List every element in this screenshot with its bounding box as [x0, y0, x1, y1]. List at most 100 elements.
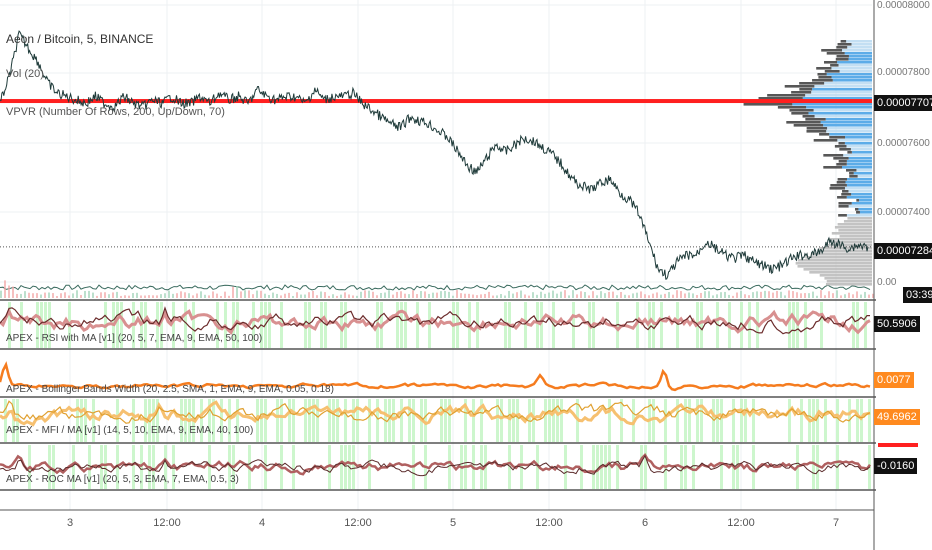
profile-bar [808, 112, 872, 115]
volume-bar [216, 293, 218, 298]
profile-bar [846, 214, 872, 217]
rsi-pane-title[interactable]: APEX - RSI with MA [v1] (20, 5, 7, EMA, … [6, 333, 263, 344]
profile-bar [827, 127, 872, 130]
profile-bar [848, 157, 872, 160]
volume-bar [556, 293, 558, 298]
volume-bar [504, 295, 506, 298]
profile-bar-down [849, 175, 858, 178]
volume-bar [152, 295, 154, 298]
signal-band [156, 399, 159, 442]
poc-level-line [0, 99, 872, 104]
signal-band [36, 302, 39, 348]
signal-band [716, 399, 719, 442]
volume-bar [856, 291, 858, 298]
profile-bar-down [819, 133, 830, 136]
signal-band [440, 399, 443, 442]
volume-bar [124, 295, 126, 298]
profile-bar [809, 271, 872, 274]
volume-bar [380, 292, 382, 298]
signal-band [424, 399, 427, 442]
volume-bar [416, 294, 418, 298]
roc-pane-title[interactable]: APEX - ROC MA [v1] (20, 5, 3, EMA, 7, EM… [6, 474, 239, 485]
signal-band [720, 399, 723, 442]
volume-bar [40, 294, 42, 298]
profile-bar [825, 283, 872, 286]
signal-band [428, 302, 431, 348]
volume-bar [112, 292, 114, 298]
volume-bar [800, 293, 802, 298]
profile-bar [839, 70, 872, 73]
volume-bar [676, 290, 678, 298]
profile-bar [831, 232, 872, 235]
signal-band [788, 399, 791, 442]
mfi-pane-title[interactable]: APEX - MFI / MA [v1] (14, 5, 10, EMA, 9,… [6, 425, 254, 436]
volume-bar [116, 291, 118, 298]
volume-bar [72, 293, 74, 298]
profile-bar-down [802, 115, 815, 118]
vpvr-legend[interactable]: VPVR (Number Of Rows, 200, Up/Down, 70) [6, 106, 225, 118]
volume-bar [464, 293, 466, 298]
volume-bar [424, 291, 426, 298]
roc-value-badge: -0.0160 [874, 458, 918, 474]
profile-bar-down [767, 94, 806, 97]
signal-band [636, 302, 639, 348]
volume-bar [488, 291, 490, 298]
signal-band [608, 445, 611, 489]
roc-ma-line [0, 453, 871, 476]
signal-band [388, 399, 391, 442]
volume-bar [132, 293, 134, 298]
volume-bar [364, 290, 366, 298]
signal-band [700, 302, 703, 348]
signal-band [132, 399, 135, 442]
volume-bar [868, 294, 870, 298]
signal-band [448, 399, 451, 442]
volume-bar [56, 295, 58, 298]
volume-bar [512, 293, 514, 298]
profile-bar-down [830, 64, 839, 67]
profile-bar-down [840, 40, 847, 43]
current-price-badge: 0.00007284 [874, 243, 932, 259]
volume-bar [44, 292, 46, 298]
volume-bar [692, 293, 694, 298]
signal-band [508, 399, 511, 442]
volume-bar [832, 293, 834, 298]
symbol-title[interactable]: Aeon / Bitcoin, 5, BINANCE [6, 32, 154, 46]
profile-bar-down [838, 142, 845, 145]
volume-area [0, 280, 874, 298]
volume-bar [660, 294, 662, 298]
bb-pane-title[interactable]: APEX - Bollinger Bands Width (20, 2.5, S… [6, 384, 334, 395]
profile-bar [848, 205, 872, 208]
price-tick-label: 0.00 [877, 277, 897, 288]
profile-bar-down [823, 166, 843, 169]
signal-band [52, 445, 55, 489]
volume-bar [572, 290, 574, 298]
profile-bar [846, 163, 872, 166]
profile-bar-down [842, 190, 849, 193]
signal-band [868, 399, 871, 442]
profile-bar-down [784, 85, 815, 88]
profile-bar [824, 82, 872, 85]
volume-bar [568, 295, 570, 298]
profile-bar [802, 97, 872, 100]
signal-band [548, 399, 551, 442]
profile-bar-down [805, 118, 826, 121]
profile-bar-down [791, 112, 809, 115]
profile-bar-down [799, 88, 813, 91]
volume-bar [260, 290, 262, 298]
profile-bar [826, 130, 872, 133]
profile-bar-down [837, 43, 852, 46]
profile-bar-down [836, 55, 849, 58]
volume-bar [596, 295, 598, 298]
volume-bar [24, 291, 26, 298]
signal-band [304, 399, 307, 442]
price-series [0, 30, 872, 280]
volume-bar [632, 293, 634, 298]
volume-legend[interactable]: Vol (20) [6, 68, 44, 80]
signal-band [340, 302, 343, 348]
volume-bar [756, 291, 758, 298]
profile-bar [797, 265, 872, 268]
signal-band [480, 399, 483, 442]
profile-bar-down [847, 151, 852, 154]
time-tick-label: 4 [258, 517, 266, 529]
